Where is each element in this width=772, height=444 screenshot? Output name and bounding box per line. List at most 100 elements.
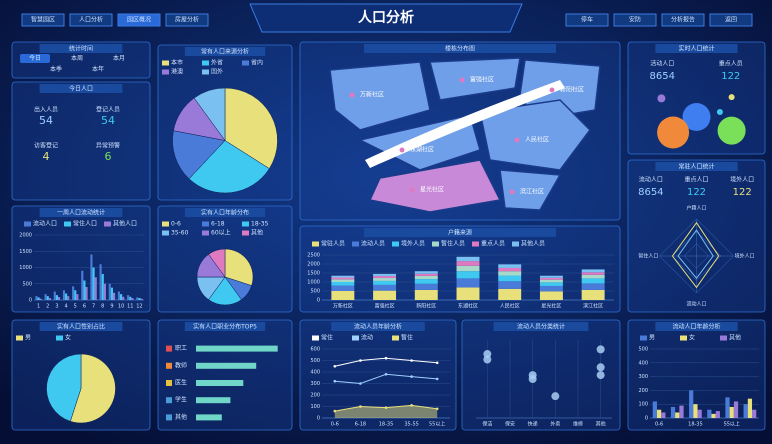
nav-button-label[interactable]: 房屋分析 bbox=[175, 16, 199, 24]
time-option-label[interactable]: 本季 bbox=[50, 65, 62, 73]
bar bbox=[81, 270, 84, 300]
x-tick-label: 滨江社区 bbox=[583, 303, 603, 310]
time-option-label[interactable]: 本年 bbox=[92, 65, 104, 73]
y-tick-label: 200 bbox=[310, 393, 320, 399]
nav-button-label[interactable]: 园区概况 bbox=[127, 16, 151, 24]
nav-button-label[interactable]: 停车 bbox=[581, 16, 593, 24]
nav-button-label[interactable]: 人口分析 bbox=[79, 16, 103, 24]
bar-segment bbox=[373, 290, 397, 300]
panel bbox=[11, 205, 151, 313]
panel-title-bar bbox=[184, 47, 266, 56]
nav-button[interactable] bbox=[21, 13, 65, 27]
legend-label: 重点人员 bbox=[481, 240, 505, 248]
legend-swatch bbox=[472, 241, 479, 247]
nav-button[interactable] bbox=[709, 13, 753, 27]
legend-label: 流动人口 bbox=[33, 220, 57, 228]
nav-button-label[interactable]: 返回 bbox=[725, 17, 737, 24]
map-marker[interactable] bbox=[549, 87, 555, 93]
nav-button-label[interactable]: 智慧园区 bbox=[31, 16, 55, 24]
x-tick-label: 其他 bbox=[596, 421, 606, 428]
stat-value: 4 bbox=[43, 150, 50, 163]
map-label[interactable]: 新阳社区 bbox=[560, 86, 584, 94]
bar bbox=[62, 290, 66, 300]
legend-swatch bbox=[162, 69, 169, 75]
bar-segment bbox=[498, 275, 522, 282]
legend-label: 常驻人员 bbox=[321, 240, 345, 248]
bar-segment bbox=[498, 271, 522, 276]
legend-label: 国外 bbox=[211, 68, 223, 76]
bar bbox=[675, 412, 680, 418]
bar bbox=[743, 404, 748, 418]
pie-slice bbox=[70, 353, 116, 424]
nav-button-label[interactable]: 分析报告 bbox=[671, 16, 695, 24]
y-tick-label: 300 bbox=[638, 374, 648, 380]
map-marker[interactable] bbox=[409, 187, 415, 193]
line-point bbox=[333, 409, 337, 413]
x-tick-label: 18-35 bbox=[379, 422, 394, 428]
panel-title: 实有人口职业分布TOP5 bbox=[193, 323, 257, 331]
bar-segment bbox=[539, 279, 563, 283]
y-tick-label: 1000 bbox=[307, 280, 320, 286]
x-tick-label: 11 bbox=[127, 304, 133, 310]
y-tick-label: 0 bbox=[645, 416, 648, 422]
map-label[interactable]: 东湖社区 bbox=[410, 146, 434, 154]
legend-label: 省内 bbox=[251, 59, 263, 67]
map-label[interactable]: 万新社区 bbox=[360, 91, 384, 99]
time-option[interactable] bbox=[20, 54, 50, 63]
panel-title: 一周人口流动统计 bbox=[57, 209, 105, 217]
nav-button-label[interactable]: 安防 bbox=[629, 16, 641, 24]
map-marker[interactable] bbox=[349, 92, 355, 98]
bar-segment bbox=[373, 284, 397, 291]
bar bbox=[661, 412, 666, 418]
x-tick-label: 12 bbox=[136, 304, 142, 310]
nav-button[interactable] bbox=[165, 13, 209, 27]
nav-button[interactable] bbox=[69, 13, 113, 27]
stat-value: 6 bbox=[105, 150, 112, 163]
bar-segment bbox=[539, 285, 563, 292]
legend-swatch bbox=[16, 335, 23, 341]
category-label: 教师 bbox=[175, 361, 187, 369]
map-label[interactable]: 人民社区 bbox=[525, 136, 549, 144]
bar bbox=[138, 298, 141, 300]
map-label[interactable]: 滨江社区 bbox=[520, 188, 544, 196]
panel-title-bar bbox=[184, 322, 266, 331]
y-tick-label: 0 bbox=[317, 416, 320, 422]
y-tick-label: 500 bbox=[310, 289, 320, 295]
bar bbox=[196, 345, 278, 352]
nav-button[interactable] bbox=[613, 13, 657, 27]
x-tick-label: 快递 bbox=[528, 421, 538, 428]
time-option-label[interactable]: 本月 bbox=[113, 54, 125, 62]
legend-swatch bbox=[432, 241, 439, 247]
map-marker[interactable] bbox=[509, 189, 515, 195]
bar bbox=[711, 413, 716, 418]
y-tick-label: 2000 bbox=[19, 233, 32, 239]
bar-segment bbox=[414, 279, 438, 284]
legend-swatch bbox=[392, 335, 399, 341]
rank-badge bbox=[166, 362, 172, 369]
panel bbox=[299, 319, 457, 431]
map-label[interactable]: 富强社区 bbox=[470, 76, 494, 84]
x-tick-label: 3 bbox=[55, 304, 58, 310]
map-label[interactable]: 星光社区 bbox=[420, 186, 444, 194]
map-marker[interactable] bbox=[459, 77, 465, 83]
time-option-label[interactable]: 今日 bbox=[29, 54, 41, 62]
bar bbox=[140, 298, 143, 300]
nav-button[interactable] bbox=[117, 13, 161, 27]
time-option-label[interactable]: 本周 bbox=[71, 54, 83, 62]
bar bbox=[90, 254, 93, 300]
y-tick-label: 200 bbox=[638, 388, 648, 394]
nav-button[interactable] bbox=[661, 13, 705, 27]
panel-title-bar bbox=[39, 44, 123, 53]
map-marker[interactable] bbox=[399, 147, 405, 153]
map-block bbox=[429, 57, 521, 101]
page-title: 人口分析 bbox=[358, 9, 414, 26]
bar-segment bbox=[331, 291, 355, 300]
bar bbox=[55, 295, 58, 300]
bar bbox=[725, 397, 730, 418]
bar-segment bbox=[498, 288, 522, 300]
nav-button[interactable] bbox=[565, 13, 609, 27]
bar-segment bbox=[456, 271, 480, 279]
panel-title: 户籍来源 bbox=[448, 229, 472, 237]
stat-label: 访客登记 bbox=[34, 142, 58, 150]
map-marker[interactable] bbox=[514, 137, 520, 143]
